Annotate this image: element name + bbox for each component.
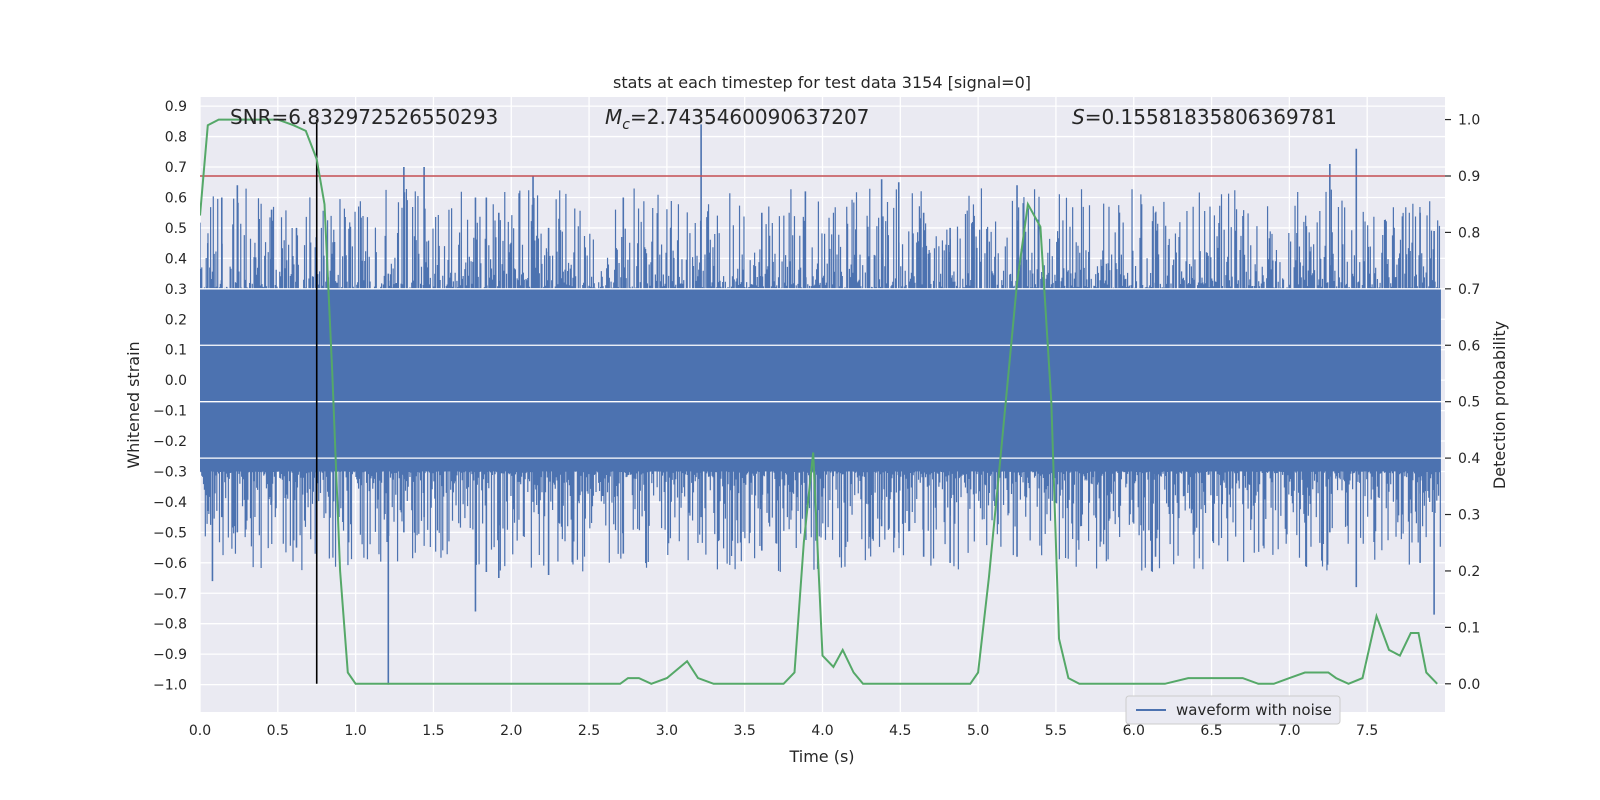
y-axis-ticks-left: 0.9 0.8 0.7 0.6 0.5 0.4 0.3 0.2 0.1 0.0 −0.1 −0.2 −0…	[153, 99, 187, 693]
x-tick-label: 6.5	[1200, 723, 1222, 739]
y-tick-label-right: 0.0	[1458, 677, 1480, 693]
y-tick-label-right: 0.7	[1458, 282, 1480, 298]
y-tick-label-right: 0.8	[1458, 225, 1480, 241]
x-tick-label: 0.5	[267, 723, 289, 739]
y-tick-label-right: 0.1	[1458, 620, 1480, 636]
mc-subscript: c	[622, 117, 630, 133]
y-tick-label-right: 0.9	[1458, 169, 1480, 185]
y-tick-label-left: 0.4	[165, 251, 187, 267]
y-tick-label-right: 0.3	[1458, 508, 1480, 524]
right-axis-grid	[200, 288, 1445, 459]
y-tick-label-left: 0.6	[165, 190, 187, 206]
y-tick-label-right: 1.0	[1458, 113, 1480, 129]
y-tick-label-left: 0.0	[165, 373, 187, 389]
s-value: =0.15581835806369781	[1085, 105, 1337, 129]
x-tick-label: 6.0	[1123, 723, 1145, 739]
y-tick-label-right: 0.5	[1458, 395, 1480, 411]
x-tick-label: 1.0	[344, 723, 366, 739]
s-symbol: S	[1072, 105, 1085, 129]
legend-label-waveform: waveform with noise	[1176, 701, 1332, 719]
y-tick-label-left: 0.1	[165, 343, 187, 359]
y-tick-label-left: 0.5	[165, 221, 187, 237]
y-tick-label-left: 0.2	[165, 312, 187, 328]
y-tick-label-left: 0.9	[165, 99, 187, 115]
x-tick-label: 4.5	[889, 723, 911, 739]
y-tick-label-left: −1.0	[153, 678, 187, 694]
chart-title: stats at each timestep for test data 315…	[613, 73, 1031, 92]
y-tick-label-right: 0.4	[1458, 451, 1480, 467]
waveform-with-noise-series	[200, 124, 1441, 685]
s-annotation: S=0.15581835806369781	[1072, 105, 1337, 129]
y-tick-label-left: 0.8	[165, 130, 187, 146]
y-tick-label-left: −0.8	[153, 617, 187, 633]
legend-box	[1125, 695, 1341, 725]
y-tick-label-left: −0.1	[153, 404, 187, 420]
x-axis-ticks: 0.0 0.5 1.0 1.5 2.0 2.5 3.0 3.5 4.0 4.5 5.0 5.5 6.0 6…	[189, 723, 1378, 739]
y-tick-label-left: −0.3	[153, 464, 187, 480]
x-tick-label: 5.0	[967, 723, 989, 739]
y-tick-label-left: 0.3	[165, 282, 187, 298]
x-tick-label: 1.5	[422, 723, 444, 739]
y-axis-label-right: Detection probability	[1490, 321, 1509, 489]
legend: waveform with noise	[1125, 695, 1341, 725]
x-tick-label: 7.5	[1356, 723, 1378, 739]
y-tick-label-left: −0.4	[153, 495, 187, 511]
x-tick-label: 3.5	[734, 723, 756, 739]
y-tick-label-left: −0.2	[153, 434, 187, 450]
mc-symbol: M	[605, 105, 622, 129]
x-tick-label: 5.5	[1045, 723, 1067, 739]
x-tick-label: 2.5	[578, 723, 600, 739]
mc-value: =2.7435460090637207	[630, 105, 869, 129]
y-tick-label-left: −0.5	[153, 525, 187, 541]
snr-annotation: SNR=6.832972526550293	[230, 105, 498, 129]
y-tick-label-right: 0.6	[1458, 338, 1480, 354]
x-tick-label: 3.0	[656, 723, 678, 739]
y-axis-ticks-right: 1.0 0.9 0.8 0.7 0.6 0.5 0.4 0.3 0.2 0.1 0.0	[1445, 113, 1480, 693]
y-tick-label-left: 0.7	[165, 160, 187, 176]
y-tick-label-left: −0.7	[153, 586, 187, 602]
y-tick-label-left: −0.9	[153, 647, 187, 663]
detection-probability-series	[200, 118, 1438, 685]
chirp-mass-annotation: Mc=2.7435460090637207	[605, 105, 869, 133]
x-tick-label: 4.0	[811, 723, 833, 739]
y-axis-label-left: Whitened strain	[124, 341, 143, 468]
x-axis-label: Time (s)	[788, 747, 854, 766]
x-tick-label: 2.0	[500, 723, 522, 739]
waveform-core	[200, 288, 1441, 472]
x-tick-label: 0.0	[189, 723, 211, 739]
y-tick-label-right: 0.2	[1458, 564, 1480, 580]
y-tick-label-left: −0.6	[153, 556, 187, 572]
x-tick-label: 7.0	[1278, 723, 1300, 739]
